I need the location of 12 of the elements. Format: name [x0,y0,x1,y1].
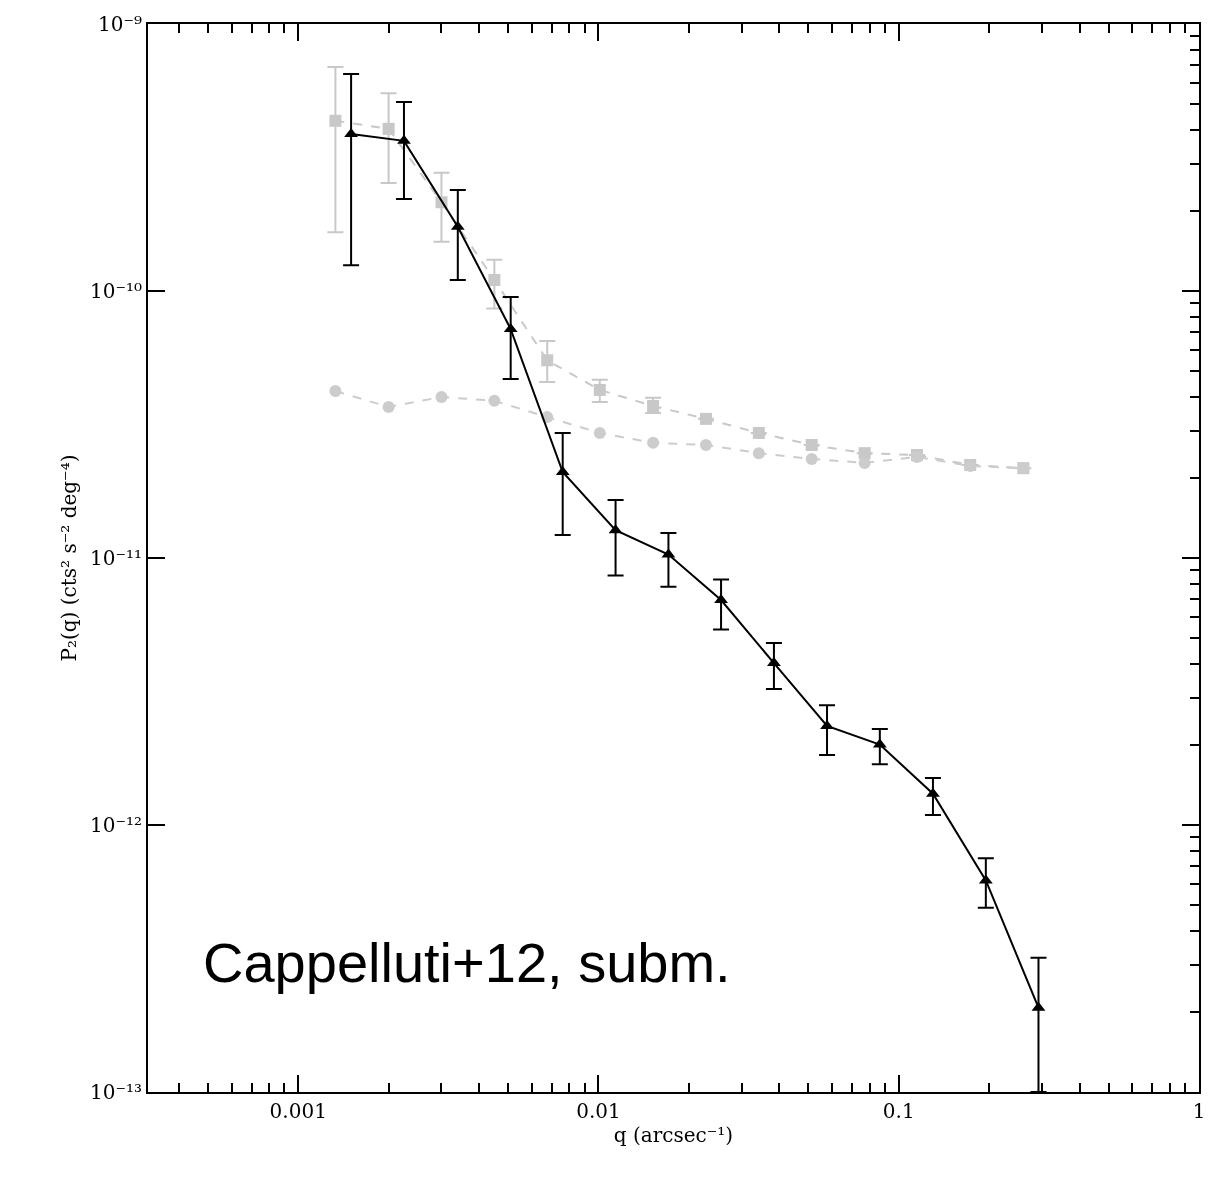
y-tick-label: 10⁻¹³ [89,1080,142,1104]
x-tick-label: 0.01 [576,1099,621,1123]
x-tick-label: 0.001 [269,1099,327,1123]
y-tick-label: 10⁻¹¹ [89,546,142,570]
y-tick-label: 10⁻⁹ [97,12,142,36]
y-tick-label: 10⁻¹² [89,813,142,837]
x-tick-label: 0.1 [882,1099,915,1123]
x-axis-title: q (arcsec⁻¹) [613,1123,734,1147]
annotation: Cappelluti+12, subm. [203,931,731,994]
y-axis-title: P₂(q) (cts² s⁻² deg⁻⁴) [56,454,81,662]
y-tick-label: 10⁻¹⁰ [89,279,142,303]
x-tick-label: 1 [1192,1099,1206,1123]
